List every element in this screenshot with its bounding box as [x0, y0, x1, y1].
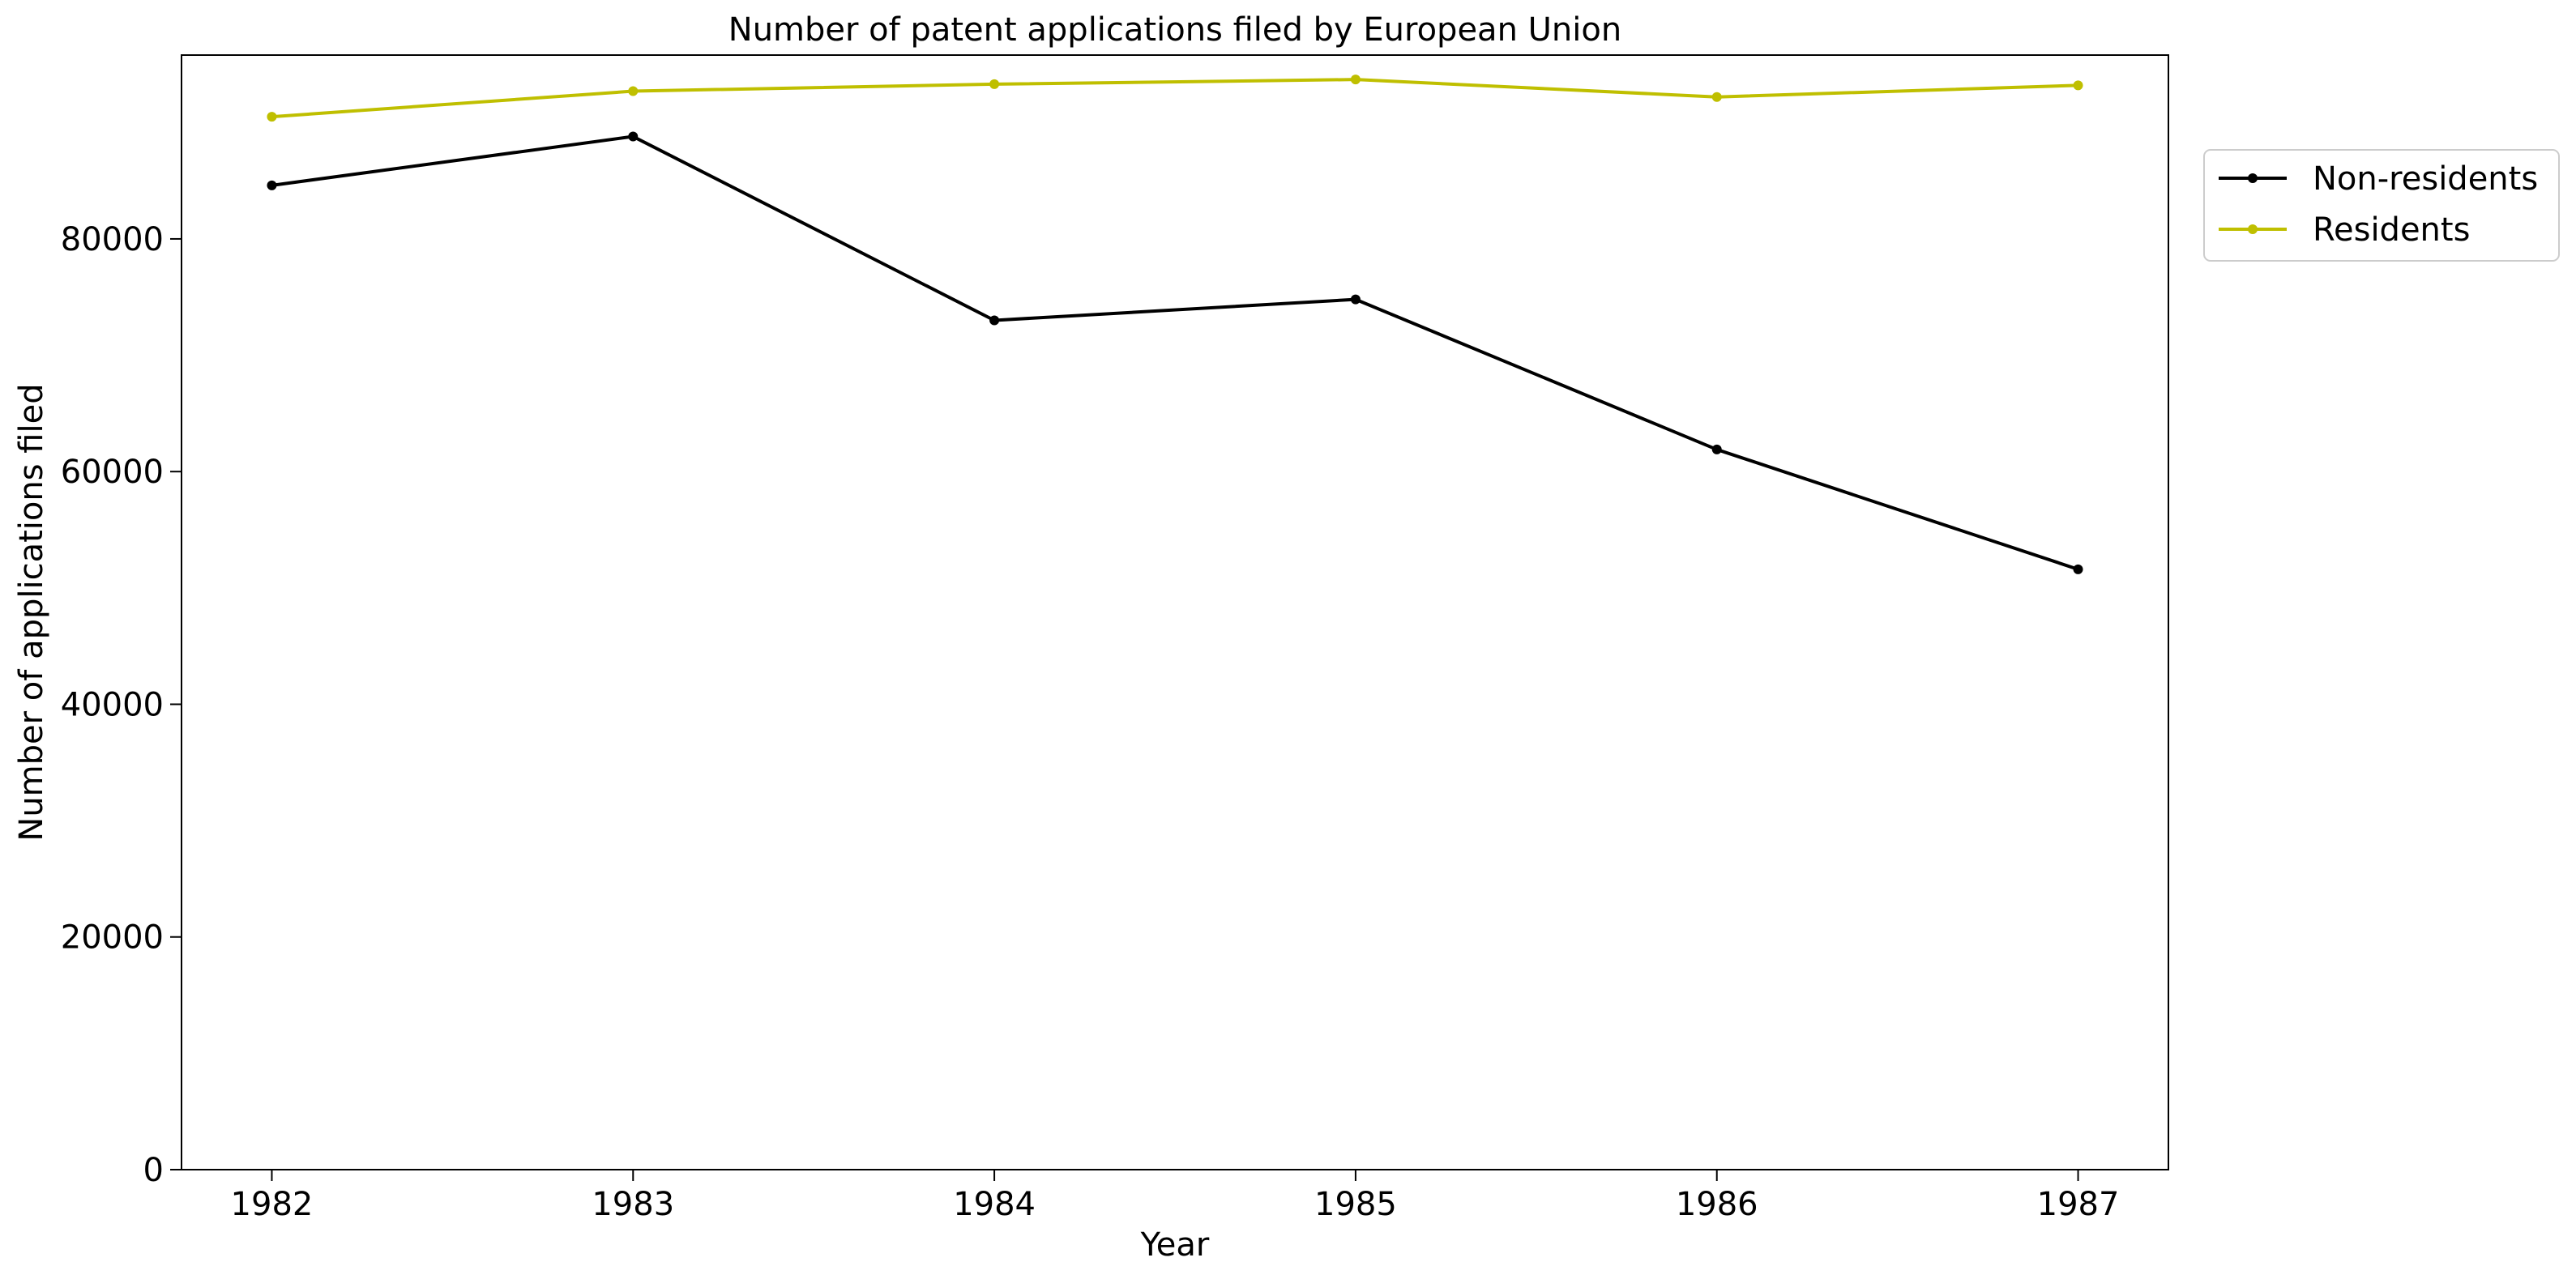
chart-title: Number of patent applications filed by E…: [728, 11, 1621, 49]
legend-label-residents: Residents: [2313, 211, 2470, 249]
legend-marker-non-residents: [2248, 173, 2258, 183]
legend-frame: [2203, 149, 2560, 262]
data-point-residents: [267, 112, 277, 122]
x-axis: 1982 1983 1984 1985 1986 1987: [231, 1170, 2120, 1223]
legend-marker-residents: [2248, 224, 2258, 234]
data-point-residents: [2073, 80, 2083, 91]
legend-label-non-residents: Non-residents: [2313, 160, 2538, 198]
series-line-non-residents: [271, 134, 2079, 571]
y-tick-label: 60000: [61, 454, 164, 491]
series-line-residents: [271, 78, 2078, 119]
data-point-non-residents: [628, 131, 639, 142]
y-tick-label: 40000: [61, 686, 164, 723]
plot-area: [181, 54, 2169, 1170]
y-axis: 0 20000 40000 60000 80000: [61, 221, 182, 1189]
data-point-non-residents: [267, 180, 277, 190]
data-point-non-residents: [989, 315, 1000, 326]
data-point-residents: [628, 86, 639, 96]
data-point-non-residents: [1350, 294, 1361, 305]
x-tick-label: 1983: [592, 1186, 674, 1223]
data-point-residents: [1350, 75, 1361, 85]
x-tick-label: 1982: [231, 1186, 314, 1223]
y-tick-label: 0: [143, 1152, 164, 1189]
x-tick-label: 1984: [953, 1186, 1036, 1223]
x-tick-label: 1986: [1676, 1186, 1758, 1223]
y-tick-label: 80000: [61, 221, 164, 258]
series-layer: [267, 75, 2083, 574]
y-tick-label: 20000: [61, 919, 164, 957]
legend: Non-residents Residents: [2203, 149, 2560, 262]
x-tick-label: 1985: [1314, 1186, 1397, 1223]
plot-frame: [181, 54, 2169, 1170]
x-axis-label: Year: [1140, 1226, 1210, 1264]
y-axis-label: Number of applications filed: [13, 383, 50, 841]
x-tick-label: 1987: [2037, 1186, 2120, 1223]
data-point-residents: [989, 79, 1000, 89]
data-point-non-residents: [2073, 564, 2083, 574]
data-point-residents: [1711, 92, 1722, 102]
data-point-non-residents: [1711, 444, 1722, 454]
